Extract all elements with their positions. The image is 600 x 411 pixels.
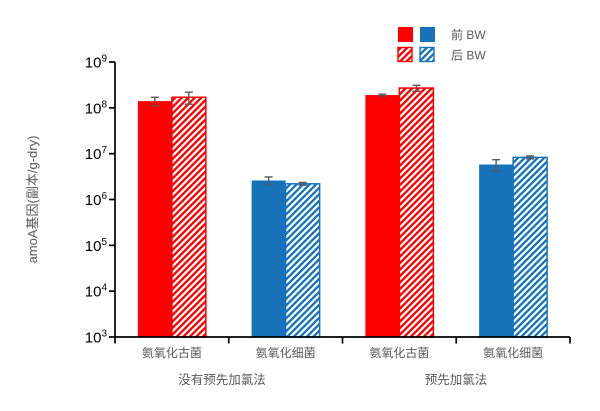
group-label-no-prechlorination: 没有预先加氯法	[178, 372, 266, 387]
y-tick-label-10e3: 103	[85, 329, 108, 347]
bar-prechlorination-aoa-post-bw	[398, 87, 435, 338]
bar-no-prechlorination-aob-post-bw	[284, 183, 321, 338]
legend-swatch-pre-bw-aob	[420, 27, 435, 42]
x-category-label-g2-aoa: 氨氧化古菌	[369, 345, 429, 360]
axes-layer: 109 108 107 106 105 104 103	[85, 54, 571, 347]
x-category-label-g1-aoa: 氨氧化古菌	[142, 345, 202, 360]
error-bar-no-prechlorination-aob-post-bw	[298, 181, 307, 186]
y-tick-label-10e7: 107	[85, 145, 108, 163]
legend-swatch-post-bw-aob	[419, 46, 435, 63]
y-tick-label-10e6: 106	[85, 191, 108, 209]
y-tick-label-10e9: 109	[85, 54, 108, 72]
legend-label-pre-bw: 前 BW	[451, 27, 486, 42]
legend-swatch-pre-bw-aoa	[398, 27, 413, 42]
error-bar-prechlorination-aoa-post-bw	[412, 84, 421, 92]
y-tick-label-10e4: 104	[85, 283, 108, 301]
error-bar-no-prechlorination-aoa-pre-bw	[150, 96, 159, 107]
error-bar-no-prechlorination-aob-pre-bw	[264, 176, 273, 186]
legend-swatches-layer	[397, 27, 435, 63]
group-label-prechlorination: 预先加氯法	[425, 373, 488, 387]
y-tick-label-10e8: 108	[85, 99, 108, 117]
x-category-label-g1-aob: 氨氧化细菌	[256, 346, 316, 360]
bars-layer	[137, 87, 548, 338]
bar-no-prechlorination-aoa-pre-bw	[137, 101, 172, 337]
bar-prechlorination-aob-pre-bw	[479, 164, 514, 337]
error-bar-prechlorination-aob-post-bw	[526, 155, 535, 160]
legend-swatch-post-bw-aoa	[397, 46, 413, 63]
y-tick-label-10e5: 105	[85, 237, 108, 255]
bar-no-prechlorination-aoa-post-bw	[171, 96, 207, 338]
y-axis-title: amoA基因(副本/g-dry)	[25, 136, 40, 264]
error-bar-prechlorination-aoa-pre-bw	[378, 93, 387, 97]
x-category-label-g2-aob: 氨氧化细菌	[483, 346, 543, 360]
error-bar-prechlorination-aob-pre-bw	[492, 158, 501, 172]
bar-prechlorination-aoa-pre-bw	[365, 95, 400, 337]
error-bar-no-prechlorination-aoa-post-bw	[184, 91, 193, 105]
error-bars-layer	[150, 84, 535, 186]
legend-label-post-bw: 后 BW	[451, 49, 486, 63]
bar-prechlorination-aob-post-bw	[512, 156, 548, 338]
bar-no-prechlorination-aob-pre-bw	[251, 180, 286, 337]
